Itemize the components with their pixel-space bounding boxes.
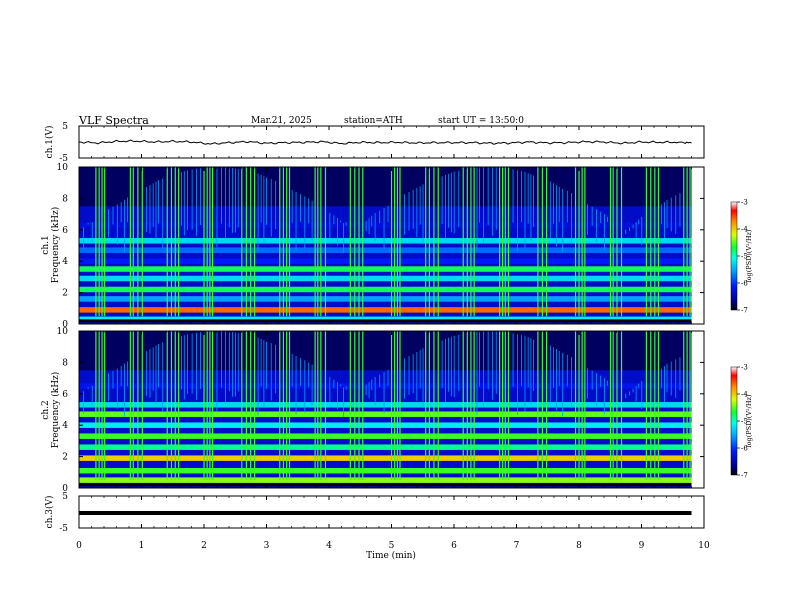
ch1-spectrogram-ytick-label: 6: [62, 226, 68, 236]
ch2-spectrogram-band: [79, 422, 692, 428]
ch1-spectrogram-ytick-label: 2: [62, 289, 68, 299]
ch1-waveform-ylabel: ch.1(V): [44, 126, 55, 159]
ch2-spectrogram-band: [79, 477, 692, 483]
ch1-spectrogram-band: [79, 266, 692, 272]
ch1-spectrogram-band: [79, 275, 692, 282]
ch1-spectrogram-ytick-label: 10: [57, 163, 69, 173]
ch1-spectrogram-band: [79, 258, 692, 264]
x-tick-label: 8: [576, 541, 582, 551]
ch2-spectrogram-band: [79, 467, 692, 474]
x-tick-label: 1: [139, 541, 145, 551]
ch1-spectrogram-band: [79, 296, 692, 302]
ch2-spectrogram-ytick-label: 6: [62, 390, 68, 400]
ch2-colorbar-tick-label: -7: [741, 472, 748, 480]
ch1-colorbar-tick-label: -6: [741, 280, 748, 288]
ch2-spectrogram-ytick-label: 4: [62, 421, 68, 431]
x-tick-label: 7: [514, 541, 520, 551]
ch2-spectrogram-ylabel: ch.2: [41, 400, 51, 419]
ch2-spectrogram-baseline-band: [79, 483, 692, 487]
ch2-colorbar-tick-label: -4: [741, 391, 748, 399]
date-label: Mar.21, 2025: [251, 116, 312, 126]
ch1-waveform-ytick-label: 5: [62, 122, 68, 132]
chart-title: VLF Spectra: [78, 114, 149, 127]
ch1-waveform-line: [78, 139, 692, 145]
ch2-spectrogram-area: [78, 331, 692, 488]
ch1-colorbar-tick-label: -7: [741, 307, 748, 315]
ch1-spectrogram-band: [79, 286, 692, 293]
ch2-spectrogram-band: [79, 383, 692, 389]
ch1-spectrogram-ytick-label: 4: [62, 257, 68, 267]
ch3-waveform-ylabel: ch.3(V): [44, 496, 55, 529]
x-tick-label: 6: [451, 541, 457, 551]
ch2-spectrogram-ytick-label: 2: [62, 453, 68, 463]
x-tick-label: 9: [639, 541, 645, 551]
ch1-spectrogram-band: [79, 222, 692, 228]
ch1-spectrogram-band: [79, 307, 692, 313]
ch1-spectrogram-ytick-label: 8: [62, 194, 68, 204]
ch2-spectrogram-ytick-label: 0: [62, 484, 68, 494]
ch2-spectrogram-ytick-label: 10: [57, 327, 69, 337]
ch2-spectrogram-band: [79, 444, 692, 450]
x-tick-label: 5: [389, 541, 395, 551]
ch1-spectrogram-area: [78, 167, 692, 324]
x-tick-label: 3: [264, 541, 270, 551]
ch2-spectrogram-band: [79, 433, 692, 439]
ch2-spectrogram-band: [79, 411, 692, 417]
ch1-colorbar: [730, 201, 738, 311]
x-axis-label: Time (min): [366, 550, 416, 561]
ch2-colorbar-tick-label: -5: [741, 418, 748, 426]
ch3-waveform-ytick-label: 5: [62, 492, 68, 502]
ch1-colorbar-tick-label: -4: [741, 226, 748, 234]
x-tick-label: 4: [326, 541, 332, 551]
ch1-spectrogram-ylabel: ch.1: [41, 235, 51, 254]
ch1-spectrogram-band: [79, 247, 692, 253]
ch2-colorbar-label: log(PSD)(V²/Hz): [745, 394, 753, 447]
x-tick-label: 10: [698, 541, 710, 551]
ch2-spectrogram-ytick-label: 8: [62, 358, 68, 368]
ch2-spectrogram-band: [79, 455, 692, 461]
ch2-frequency-ylabel: Frequency (kHz): [50, 372, 61, 449]
ch1-spectrogram-upper-region: [79, 167, 692, 207]
x-tick-label: 0: [76, 541, 82, 551]
ch1-waveform-ytick-label: -5: [59, 154, 68, 164]
ch1-spectrogram-band: [79, 238, 692, 244]
start-time-label: start UT = 13:50:0: [438, 116, 524, 126]
ch2-colorbar: [730, 366, 738, 476]
ch2-spectrogram-upper-region: [79, 331, 692, 371]
ch1-colorbar-tick-label: -5: [741, 253, 748, 261]
ch1-colorbar-label: log(PSD)(V²/Hz): [745, 229, 753, 282]
ch2-colorbar-tick-label: -3: [741, 364, 748, 372]
ch1-spectrogram-band: [79, 316, 692, 323]
ch2-colorbar-tick-label: -6: [741, 445, 748, 453]
x-tick-label: 2: [201, 541, 207, 551]
ch1-spectrogram-ytick-label: 0: [62, 320, 68, 330]
ch1-spectrogram-baseline-band: [79, 319, 692, 323]
ch1-frequency-ylabel: Frequency (kHz): [50, 207, 61, 284]
ch1-colorbar-tick-label: -3: [741, 199, 748, 207]
ch3-waveform-ytick-label: -5: [59, 524, 68, 534]
ch2-spectrogram-band: [79, 402, 692, 408]
station-label: station=ATH: [344, 116, 403, 126]
